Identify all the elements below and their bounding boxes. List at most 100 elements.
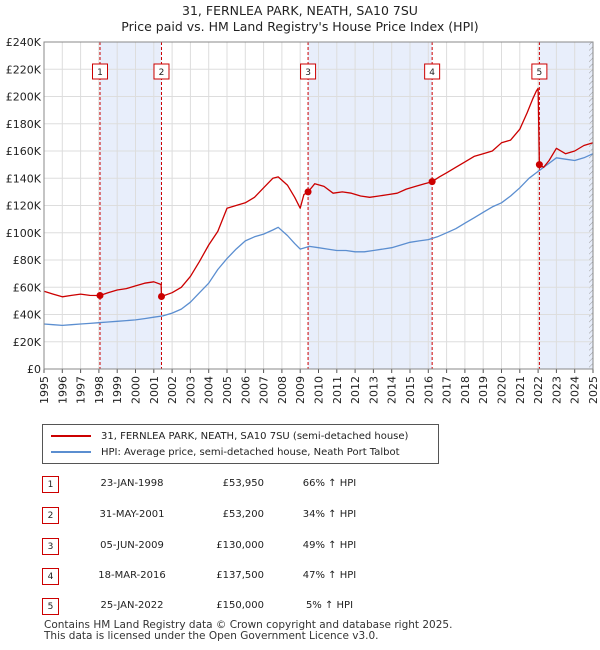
sale-point — [157, 293, 165, 301]
y-tick-label: £180K — [6, 118, 42, 131]
y-tick-label: £80K — [13, 254, 42, 267]
sale-marker-label: 5 — [537, 68, 543, 78]
sale-hpi-change: 47% ↑ HPI — [302, 570, 357, 581]
x-tick-label: 2021 — [514, 376, 527, 404]
sale-number-badge: 5 — [42, 598, 59, 615]
sale-number-badge: 4 — [42, 568, 59, 585]
x-tick-label: 1995 — [38, 376, 51, 404]
sale-date: 31-MAY-2001 — [99, 509, 165, 520]
x-tick-label: 2020 — [496, 376, 509, 404]
sale-date: 23-JAN-1998 — [100, 478, 164, 489]
sale-date: 05-JUN-2009 — [100, 540, 164, 551]
sale-price: £137,500 — [216, 570, 264, 581]
legend-item-property: 31, FERNLEA PARK, NEATH, SA10 7SU (semi-… — [51, 429, 408, 443]
x-tick-label: 2012 — [349, 376, 362, 404]
legend-swatch-hpi — [51, 451, 91, 453]
sale-number-badge: 1 — [42, 476, 59, 493]
sale-number-badge: 3 — [42, 538, 59, 555]
y-tick-label: £160K — [6, 145, 42, 158]
sale-hpi-change: 66% ↑ HPI — [302, 478, 357, 489]
legend-label-hpi: HPI: Average price, semi-detached house,… — [101, 446, 400, 458]
x-tick-label: 2003 — [184, 376, 197, 404]
sale-price: £53,200 — [222, 509, 264, 520]
chart-subtitle: Price paid vs. HM Land Registry's House … — [121, 19, 479, 34]
table-row: 4 18-MAR-2016 £137,500 47% ↑ HPI — [42, 567, 402, 585]
x-tick-label: 2017 — [441, 376, 454, 404]
x-tick-label: 2011 — [331, 376, 344, 404]
x-tick-label: 2010 — [313, 376, 326, 404]
sale-marker-badge — [531, 63, 548, 80]
x-tick-label: 1999 — [111, 376, 124, 404]
x-tick-label: 2009 — [294, 376, 307, 404]
y-tick-label: £100K — [6, 227, 42, 240]
sale-hpi-change: 5% ↑ HPI — [305, 600, 354, 611]
y-tick-label: £40K — [13, 309, 42, 322]
plot-frame — [43, 41, 594, 370]
hpi-series-line — [43, 153, 594, 327]
sale-number-badge: 2 — [42, 507, 59, 524]
sale-point — [535, 161, 543, 169]
x-tick-label: 2025 — [587, 376, 600, 404]
y-tick-label: £60K — [13, 281, 42, 294]
x-tick-label: 2006 — [239, 376, 252, 404]
chart-title: 31, FERNLEA PARK, NEATH, SA10 7SU — [182, 3, 418, 18]
y-tick-label: £200K — [6, 91, 42, 104]
y-tick-label: £220K — [6, 63, 42, 76]
x-tick-label: 2008 — [276, 376, 289, 404]
sale-date: 18-MAR-2016 — [98, 570, 166, 581]
sale-point — [304, 188, 312, 196]
sale-marker-label: 2 — [159, 68, 165, 78]
sale-hpi-change: 49% ↑ HPI — [302, 540, 357, 551]
sale-price: £150,000 — [216, 600, 264, 611]
x-tick-label: 2015 — [404, 376, 417, 404]
sale-marker-label: 4 — [429, 68, 435, 78]
y-tick-label: £0 — [27, 363, 41, 376]
x-tick-label: 2018 — [459, 376, 472, 404]
table-row: 5 25-JAN-2022 £150,000 5% ↑ HPI — [42, 597, 402, 615]
x-tick-label: 2014 — [386, 376, 399, 404]
x-tick-label: 2013 — [367, 376, 380, 404]
x-tick-label: 2023 — [550, 376, 563, 404]
x-tick-label: 2022 — [532, 376, 545, 404]
legend-item-hpi: HPI: Average price, semi-detached house,… — [51, 445, 400, 459]
footer-license: This data is licensed under the Open Gov… — [44, 630, 379, 642]
sale-marker-label: 3 — [305, 68, 311, 78]
x-tick-label: 2016 — [422, 376, 435, 404]
table-row: 3 05-JUN-2009 £130,000 49% ↑ HPI — [42, 537, 402, 555]
x-tick-label: 2024 — [569, 376, 582, 404]
sale-marker-badge — [91, 63, 108, 80]
footer-copyright: Contains HM Land Registry data © Crown c… — [44, 619, 453, 631]
table-row: 2 31-MAY-2001 £53,200 34% ↑ HPI — [42, 506, 402, 524]
sale-hpi-change: 34% ↑ HPI — [302, 509, 357, 520]
sale-point — [96, 291, 104, 299]
x-tick-label: 2000 — [130, 376, 143, 404]
x-tick-label: 2007 — [258, 376, 271, 404]
sale-point — [428, 178, 436, 186]
x-tick-label: 1996 — [56, 376, 69, 404]
footer: Contains HM Land Registry data © Crown c… — [44, 620, 452, 642]
table-row: 1 23-JAN-1998 £53,950 66% ↑ HPI — [42, 475, 402, 493]
x-tick-label: 2019 — [477, 376, 490, 404]
sale-price: £130,000 — [216, 540, 264, 551]
sale-date: 25-JAN-2022 — [100, 600, 164, 611]
x-tick-label: 2001 — [148, 376, 161, 404]
legend-label-property: 31, FERNLEA PARK, NEATH, SA10 7SU (semi-… — [101, 430, 409, 442]
property-series-line — [43, 87, 594, 298]
sale-marker-badge — [424, 63, 441, 80]
x-tick-label: 2002 — [166, 376, 179, 404]
price-chart: £0 £20K £40K £60K £80K £100K £120K £140K £160K £1… — [6, 36, 600, 404]
legend: 31, FERNLEA PARK, NEATH, SA10 7SU (semi-… — [42, 424, 439, 464]
x-tick-label: 2004 — [203, 376, 216, 404]
x-tick-label: 1997 — [75, 376, 88, 404]
y-tick-label: £140K — [6, 172, 42, 185]
legend-swatch-property — [51, 435, 91, 437]
sale-marker-label: 1 — [97, 68, 103, 78]
y-tick-label: £240K — [6, 36, 42, 49]
sale-price: £53,950 — [222, 478, 264, 489]
sale-marker-badge — [153, 63, 170, 80]
x-tick-label: 2005 — [221, 376, 234, 404]
y-tick-label: £20K — [13, 336, 42, 349]
x-tick-label: 1998 — [93, 376, 106, 404]
y-tick-label: £120K — [6, 200, 42, 213]
sale-marker-badge — [300, 63, 317, 80]
